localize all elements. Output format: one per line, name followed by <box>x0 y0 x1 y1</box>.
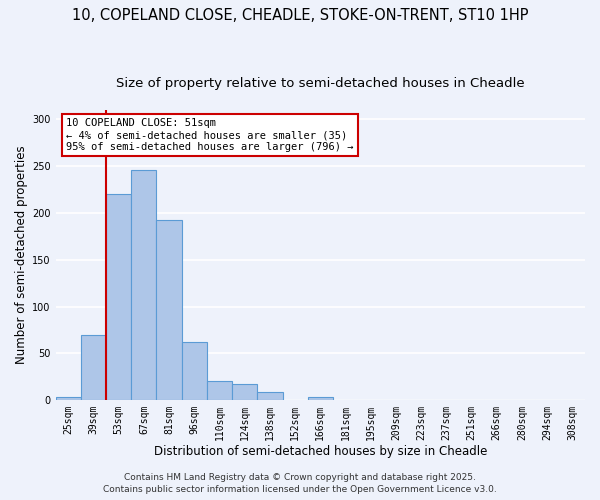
Bar <box>56 398 81 400</box>
Bar <box>257 392 283 400</box>
Bar <box>182 342 207 400</box>
Bar <box>131 170 157 400</box>
Bar <box>207 380 232 400</box>
Y-axis label: Number of semi-detached properties: Number of semi-detached properties <box>15 146 28 364</box>
Title: Size of property relative to semi-detached houses in Cheadle: Size of property relative to semi-detach… <box>116 78 524 90</box>
Bar <box>308 398 333 400</box>
Text: Contains HM Land Registry data © Crown copyright and database right 2025.
Contai: Contains HM Land Registry data © Crown c… <box>103 472 497 494</box>
Text: 10, COPELAND CLOSE, CHEADLE, STOKE-ON-TRENT, ST10 1HP: 10, COPELAND CLOSE, CHEADLE, STOKE-ON-TR… <box>72 8 528 22</box>
X-axis label: Distribution of semi-detached houses by size in Cheadle: Distribution of semi-detached houses by … <box>154 444 487 458</box>
Bar <box>157 220 182 400</box>
Bar <box>81 334 106 400</box>
Bar <box>232 384 257 400</box>
Text: 10 COPELAND CLOSE: 51sqm
← 4% of semi-detached houses are smaller (35)
95% of se: 10 COPELAND CLOSE: 51sqm ← 4% of semi-de… <box>66 118 354 152</box>
Bar <box>106 194 131 400</box>
